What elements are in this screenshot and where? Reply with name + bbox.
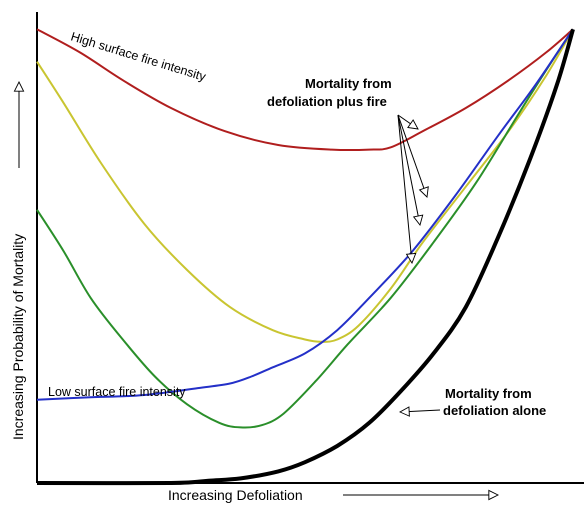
alone-arrow	[400, 410, 441, 412]
alone-annotation-line1: Mortality from	[445, 386, 532, 401]
curves-group	[36, 28, 575, 486]
x-axis-label: Increasing Defoliation	[168, 487, 303, 503]
fire-arrow-blue	[397, 114, 412, 263]
low-intensity-label: Low surface fire intensity	[48, 385, 186, 399]
fire-arrow-yellow	[397, 114, 427, 197]
alone-annotation-line2: defoliation alone	[443, 403, 546, 418]
series-line-green	[36, 28, 574, 429]
fire-arrow-green	[397, 114, 420, 225]
fire-arrow-red	[397, 114, 418, 129]
fire-annotation-line2: defoliation plus fire	[267, 94, 387, 109]
y-axis-label: Increasing Probability of Mortality	[10, 234, 26, 440]
series-line-red	[36, 28, 574, 152]
series-line-blue	[36, 28, 574, 401]
fire-annotation-line1: Mortality from	[305, 76, 392, 91]
series-line-black	[36, 28, 575, 486]
high-intensity-label: High surface fire intensity	[69, 29, 208, 84]
